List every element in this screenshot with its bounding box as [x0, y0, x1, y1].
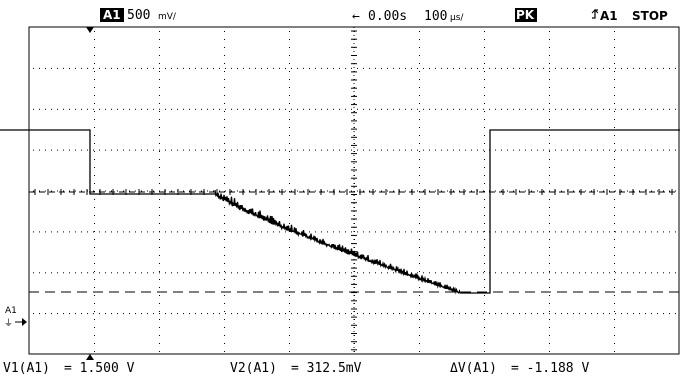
v2-value: = 312.5mV	[291, 361, 362, 376]
header-bar: A1 500 mV/ ← 0.00s 100 µs/ PK A1 STOP	[100, 8, 668, 24]
channel-marker[interactable]: A1 ⏚	[4, 306, 27, 329]
dv-value: = -1.188 V	[511, 361, 589, 376]
v2-label: V2(A1)	[230, 361, 277, 376]
timebase-arrow: ←	[352, 9, 360, 24]
v1-label: V1(A1)	[3, 361, 50, 376]
waveform-trace	[0, 129, 680, 295]
trigger-marker-top[interactable]	[86, 27, 94, 33]
peak-badge[interactable]: PK	[516, 8, 535, 22]
trace-segment-ramp	[214, 190, 461, 295]
cursor-readouts: V1(A1) = 1.500 V V2(A1) = 312.5mV ΔV(A1)…	[3, 361, 589, 376]
peak-badge-bg[interactable]	[515, 8, 537, 22]
run-status[interactable]: STOP	[632, 9, 668, 23]
ground-icon: ⏚	[4, 318, 13, 329]
trace-segment-low-right	[460, 129, 680, 294]
trigger-marker-bottom[interactable]	[86, 354, 94, 360]
channel-badge[interactable]: A1	[103, 8, 121, 22]
dv-label: ΔV(A1)	[450, 361, 497, 376]
volts-unit: mV/	[158, 12, 177, 22]
graticule	[28, 26, 680, 355]
volts-per-div[interactable]: 500	[127, 8, 150, 23]
channel-badge-bg[interactable]	[100, 8, 124, 22]
trigger-source[interactable]: A1	[600, 9, 618, 23]
center-axis-ticks	[34, 27, 673, 354]
time-per-div[interactable]: 100	[424, 9, 447, 24]
channel-marker-label: A1	[5, 306, 17, 316]
timebase-offset[interactable]: 0.00s	[368, 9, 407, 24]
v1-value: = 1.500 V	[64, 361, 135, 376]
trigger-edge-icon	[591, 9, 599, 19]
trace-segment-high-left	[0, 129, 215, 195]
time-unit: µs/	[450, 13, 464, 23]
grid-dots	[33, 31, 676, 352]
